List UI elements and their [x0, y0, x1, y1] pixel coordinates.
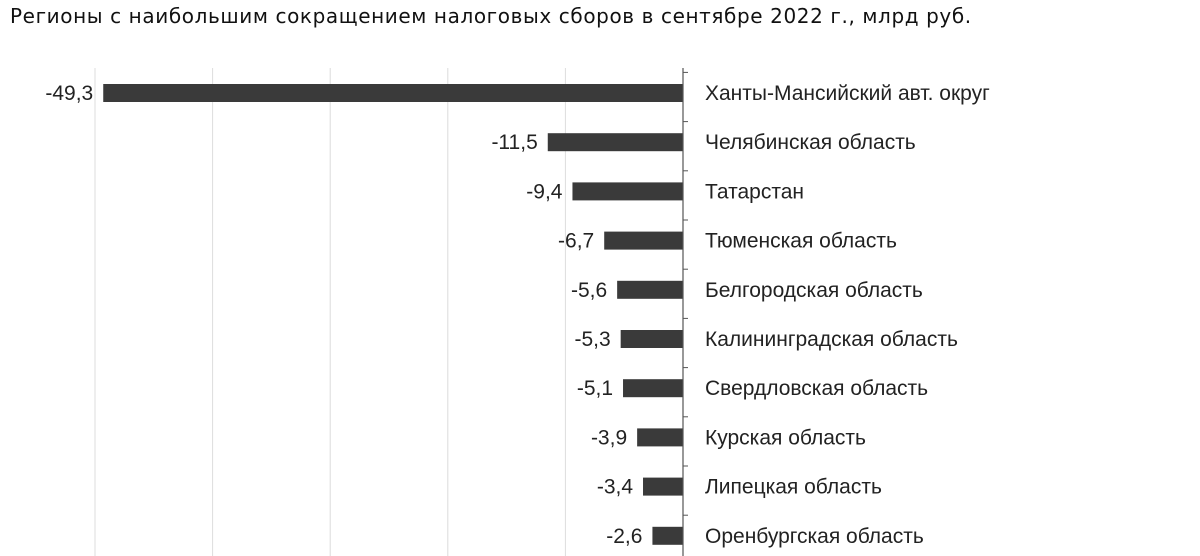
value-label: -9,4: [526, 180, 563, 203]
category-label: Оренбургская область: [705, 525, 924, 548]
category-label: Ханты-Мансийский авт. округ: [705, 82, 990, 105]
bar: [103, 84, 684, 102]
bar: [643, 477, 683, 496]
labels: -49,3 Ханты-Мансийский авт. округ -11,5 Чел…: [45, 82, 990, 548]
category-label: Липецкая область: [705, 476, 882, 499]
bar: [572, 182, 683, 201]
value-label: -5,3: [574, 328, 610, 351]
value-label: -6,7: [558, 230, 594, 253]
bar: [637, 428, 683, 447]
category-label: Челябинская область: [705, 131, 916, 154]
category-label: Белгородская область: [705, 279, 923, 302]
bar: [617, 280, 683, 299]
bar: [623, 379, 683, 398]
value-label: -3,4: [597, 476, 634, 499]
bar: [604, 231, 683, 250]
bars: [103, 84, 684, 545]
bar: [652, 526, 683, 545]
chart-title: Регионы с наибольшим сокращением налогов…: [10, 4, 972, 28]
category-label: Свердловская область: [705, 377, 928, 400]
bar: [620, 330, 683, 348]
value-label: -49,3: [45, 82, 93, 105]
category-label: Татарстан: [705, 180, 804, 203]
bar: [547, 133, 683, 152]
category-label: Курская область: [705, 426, 866, 449]
value-label: -11,5: [491, 131, 537, 154]
category-label: Тюменская область: [705, 230, 897, 253]
value-label: -3,9: [591, 426, 627, 449]
category-label: Калининградская область: [705, 328, 958, 351]
gridlines: [94, 68, 688, 556]
value-label: -5,1: [577, 377, 613, 400]
value-label: -2,6: [606, 525, 642, 548]
value-label: -5,6: [571, 279, 607, 302]
